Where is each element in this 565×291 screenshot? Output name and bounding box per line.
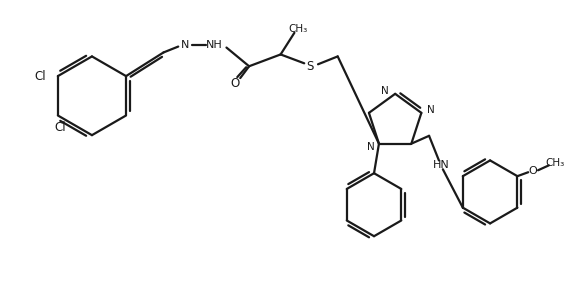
Text: Cl: Cl xyxy=(54,121,66,134)
Text: CH₃: CH₃ xyxy=(289,24,308,34)
Text: N: N xyxy=(381,86,389,96)
Text: Cl: Cl xyxy=(34,70,46,83)
Text: S: S xyxy=(306,60,314,73)
Text: HN: HN xyxy=(433,160,449,170)
Text: NH: NH xyxy=(206,40,223,49)
Text: CH₃: CH₃ xyxy=(545,158,564,168)
Text: O: O xyxy=(529,166,537,176)
Text: N: N xyxy=(181,40,189,49)
Text: N: N xyxy=(367,142,375,152)
Text: N: N xyxy=(427,105,435,115)
Text: O: O xyxy=(231,77,240,91)
